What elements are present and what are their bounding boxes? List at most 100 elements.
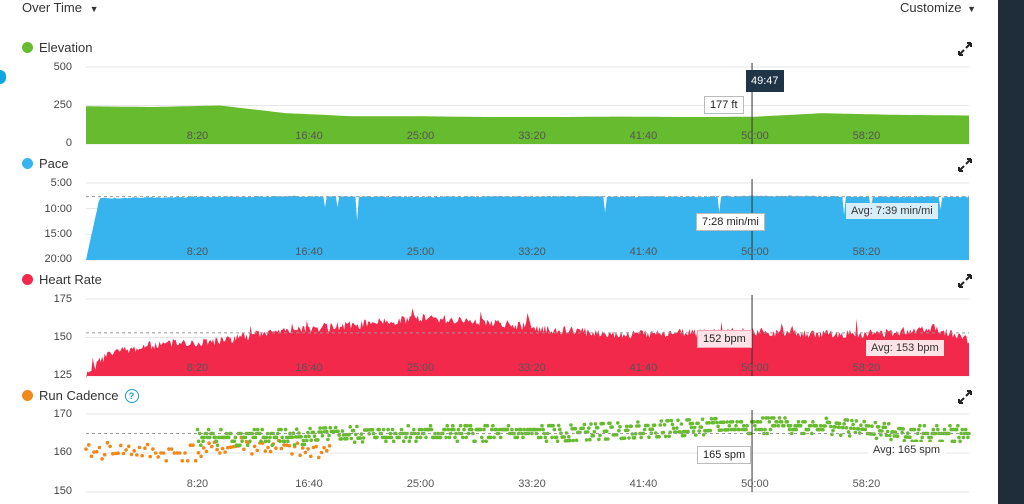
cadence-point (726, 428, 730, 432)
cadence-point (359, 432, 364, 436)
cadence-point (340, 429, 345, 433)
pace-title-text: Pace (39, 156, 69, 171)
x-tick: 25:00 (406, 130, 435, 142)
cadence-point (492, 435, 496, 440)
view-dropdown[interactable]: Over Time ▼ (22, 0, 99, 15)
cadence-point (760, 416, 765, 420)
cadence-point (240, 439, 244, 444)
y-tick: 160 (53, 446, 72, 458)
cadence-point (284, 443, 289, 448)
x-tick: 25:00 (406, 478, 435, 490)
cadence-point (215, 443, 220, 448)
cadence-point (129, 452, 134, 457)
cadence-point (207, 441, 211, 446)
cadence-point (558, 427, 562, 432)
cadence-point (226, 445, 230, 450)
cadence-point (734, 423, 738, 428)
cadence-point (714, 416, 718, 421)
cadence-point (901, 427, 905, 431)
cadence-point (137, 445, 142, 450)
cadence-point (197, 431, 202, 436)
cadence-point (866, 424, 871, 428)
cadence-point (290, 435, 295, 440)
cadence-point (659, 419, 664, 423)
cadence-point (540, 423, 544, 428)
cadence-point (280, 435, 285, 440)
cadence-point (429, 427, 434, 432)
cadence-point (708, 428, 713, 433)
cadence-point (748, 431, 753, 436)
cadence-point (954, 427, 959, 432)
cadence-point (185, 459, 190, 463)
cadence-point (763, 427, 767, 432)
cadence-point (679, 422, 684, 426)
cadence-point (696, 421, 700, 426)
cadence-point (573, 426, 578, 431)
cadence-point (647, 435, 651, 440)
cadence-point (633, 432, 638, 436)
cadence-point (544, 439, 549, 444)
pace-avg-label: Avg: 7:39 min/mi (846, 203, 938, 219)
cadence-point (942, 427, 947, 432)
customize-dropdown[interactable]: Customize ▼ (900, 0, 976, 15)
cadence-point (348, 425, 353, 429)
cadence-point (314, 444, 318, 449)
expand-icon[interactable] (958, 274, 972, 288)
cadence-point (775, 420, 779, 424)
expand-icon[interactable] (958, 158, 972, 172)
cadence-point (852, 426, 856, 431)
cadence-point (622, 436, 627, 441)
cadence-point (958, 439, 962, 444)
cadence-point (406, 423, 411, 428)
cadence-point (462, 427, 466, 432)
cadence-point (381, 427, 386, 432)
help-icon[interactable]: ? (124, 388, 139, 403)
cadence-point (715, 420, 719, 425)
expand-icon[interactable] (958, 42, 972, 56)
cadence-point (195, 427, 200, 432)
cadence-point (391, 439, 396, 444)
cadence-point (585, 430, 590, 434)
cadence-point (108, 444, 112, 449)
cadence-point (814, 423, 819, 428)
cadence-point (593, 422, 598, 426)
cadence-point (303, 434, 308, 439)
cadence-point (584, 438, 589, 442)
cadence-point (307, 434, 311, 439)
y-tick: 250 (53, 99, 72, 111)
cadence-point (766, 416, 771, 420)
cadence-point (752, 420, 756, 424)
cadence-point (94, 450, 99, 454)
y-tick: 150 (53, 331, 72, 343)
cadence-point (218, 451, 222, 455)
cadence-point (287, 443, 292, 448)
cadence-point (719, 428, 724, 432)
cadence-point (788, 423, 793, 428)
cadence-point (371, 431, 376, 436)
cadence-point (339, 437, 344, 441)
cadence-point (238, 443, 242, 448)
cadence-point (283, 427, 288, 432)
cadence-point (193, 459, 198, 463)
y-tick: 125 (53, 369, 72, 381)
cadence-point (606, 437, 610, 441)
cadence-point (116, 451, 120, 456)
cadence-point (119, 443, 123, 448)
cadence-point (100, 457, 104, 461)
cadence-point (582, 422, 587, 427)
cadence-point (908, 435, 912, 440)
cadence-point (325, 429, 329, 434)
cadence-point (642, 427, 647, 432)
cadence-point (772, 416, 776, 420)
cadence-point (514, 427, 519, 432)
cadence-point (689, 425, 694, 430)
cadence-point (777, 416, 782, 420)
cadence-point (412, 427, 416, 432)
cadence-point (872, 432, 876, 437)
expand-icon[interactable] (958, 390, 972, 404)
cadence-point (105, 440, 110, 445)
cadence-point (920, 435, 924, 440)
x-tick: 50:00 (741, 478, 769, 490)
cadence-point (268, 435, 272, 440)
cadence-point (135, 453, 139, 457)
